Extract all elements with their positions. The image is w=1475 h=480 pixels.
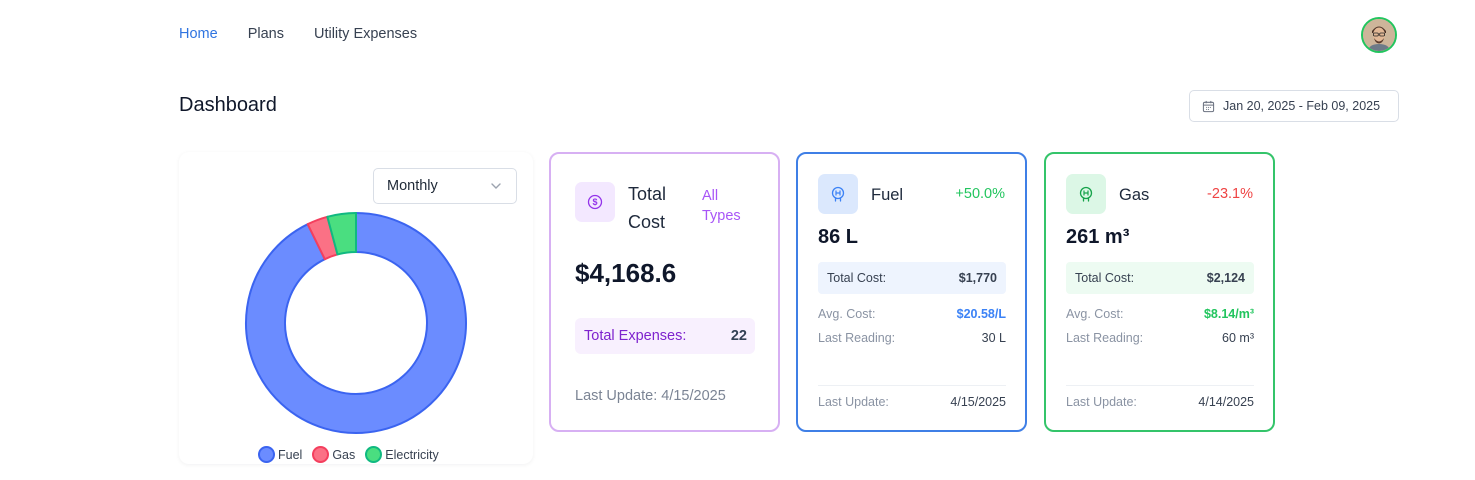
legend-label-fuel: Fuel (278, 447, 303, 462)
fuel-change: +50.0% (955, 186, 1005, 202)
fuel-icon (831, 186, 845, 202)
fuel-total-cost-label: Total Cost: (827, 271, 887, 285)
chart-legend: Fuel Gas Electricity (258, 446, 439, 463)
fuel-last-reading-label: Last Reading: (818, 331, 896, 345)
donut-chart (245, 212, 467, 434)
fuel-last-update-label: Last Update: (818, 395, 889, 409)
gas-change: -23.1% (1207, 186, 1253, 202)
expense-breakdown-card: Monthly Fuel Gas Electricity (179, 152, 533, 464)
fuel-avg-cost-row: Avg. Cost: $20.58/L (818, 307, 1006, 321)
gas-last-reading-row: Last Reading: 60 m³ (1066, 331, 1254, 345)
legend-item-electricity[interactable]: Electricity (365, 446, 439, 463)
fuel-divider (818, 385, 1006, 386)
gas-last-update-row: Last Update: 4/14/2025 (1066, 395, 1254, 409)
fuel-total-cost-value: $1,770 (958, 271, 997, 285)
fuel-icon-box (818, 174, 858, 214)
fuel-quantity: 86 L (818, 226, 859, 248)
legend-item-gas[interactable]: Gas (312, 446, 355, 463)
calendar-icon (1202, 100, 1215, 112)
fuel-avg-cost-value: $20.58/L (956, 307, 1006, 321)
total-expenses-label: Total Expenses: (584, 328, 687, 344)
dollar-icon: $ (587, 194, 603, 210)
nav-plans[interactable]: Plans (247, 26, 284, 42)
fuel-name: Fuel (871, 186, 904, 204)
legend-item-fuel[interactable]: Fuel (258, 446, 302, 463)
gas-total-cost-value: $2,124 (1206, 271, 1245, 285)
total-cost-title: Total Cost (628, 184, 667, 232)
user-avatar[interactable] (1361, 17, 1397, 53)
date-range-label: Jan 20, 2025 - Feb 09, 2025 (1223, 99, 1381, 113)
period-select-value: Monthly (387, 178, 438, 194)
page-title: Dashboard (179, 94, 277, 116)
svg-text:$: $ (592, 197, 597, 207)
fuel-last-reading-value: 30 L (981, 331, 1006, 345)
gas-avg-cost-value: $8.14/m³ (1203, 307, 1254, 321)
gas-last-reading-value: 60 m³ (1222, 331, 1254, 345)
legend-label-gas: Gas (332, 447, 356, 462)
gas-total-cost-row: Total Cost: $2,124 (1066, 262, 1254, 294)
legend-swatch-electricity (365, 446, 383, 463)
nav-utility-expenses[interactable]: Utility Expenses (313, 26, 418, 42)
period-select[interactable]: Monthly (373, 168, 517, 204)
date-range-picker[interactable]: Jan 20, 2025 - Feb 09, 2025 (1189, 90, 1399, 122)
legend-swatch-gas (312, 446, 330, 463)
donut-slice-fuel[interactable] (245, 212, 467, 434)
gas-last-reading-label: Last Reading: (1066, 331, 1144, 345)
total-expenses-value: 22 (730, 328, 747, 344)
total-expenses-row: Total Expenses: 22 (575, 318, 755, 354)
gas-avg-cost-label: Avg. Cost: (1066, 307, 1124, 321)
nav-home[interactable]: Home (179, 26, 218, 42)
gas-name: Gas (1119, 186, 1150, 204)
total-cost-amount: $4,168.6 (575, 258, 677, 288)
fuel-total-cost-row: Total Cost: $1,770 (818, 262, 1006, 294)
all-types-link[interactable]: All Types (702, 188, 741, 224)
user-avatar-icon (1363, 19, 1395, 51)
donut-slice-electricity[interactable] (326, 212, 357, 256)
gas-icon (1079, 186, 1093, 202)
fuel-last-reading-row: Last Reading: 30 L (818, 331, 1006, 345)
chevron-down-icon (491, 183, 501, 189)
gas-card: Gas -23.1% 261 m³ Total Cost: $2,124 Avg… (1044, 152, 1275, 432)
fuel-avg-cost-label: Avg. Cost: (818, 307, 876, 321)
fuel-last-update-row: Last Update: 4/15/2025 (818, 395, 1006, 409)
gas-avg-cost-row: Avg. Cost: $8.14/m³ (1066, 307, 1254, 321)
legend-label-electricity: Electricity (385, 447, 439, 462)
fuel-last-update-value: 4/15/2025 (950, 395, 1006, 409)
gas-quantity: 261 m³ (1066, 226, 1130, 248)
gas-last-update-value: 4/14/2025 (1198, 395, 1254, 409)
gas-total-cost-label: Total Cost: (1075, 271, 1135, 285)
gas-last-update-label: Last Update: (1066, 395, 1137, 409)
total-cost-card: $ Total Cost All Types $4,168.6 Total Ex… (549, 152, 780, 432)
gas-icon-box (1066, 174, 1106, 214)
gas-divider (1066, 385, 1254, 386)
dollar-icon-box: $ (575, 182, 615, 222)
legend-swatch-fuel (258, 446, 275, 463)
top-nav: Home Plans Utility Expenses (179, 26, 417, 42)
total-last-update: Last Update: 4/15/2025 (575, 388, 726, 404)
fuel-card: Fuel +50.0% 86 L Total Cost: $1,770 Avg.… (796, 152, 1027, 432)
